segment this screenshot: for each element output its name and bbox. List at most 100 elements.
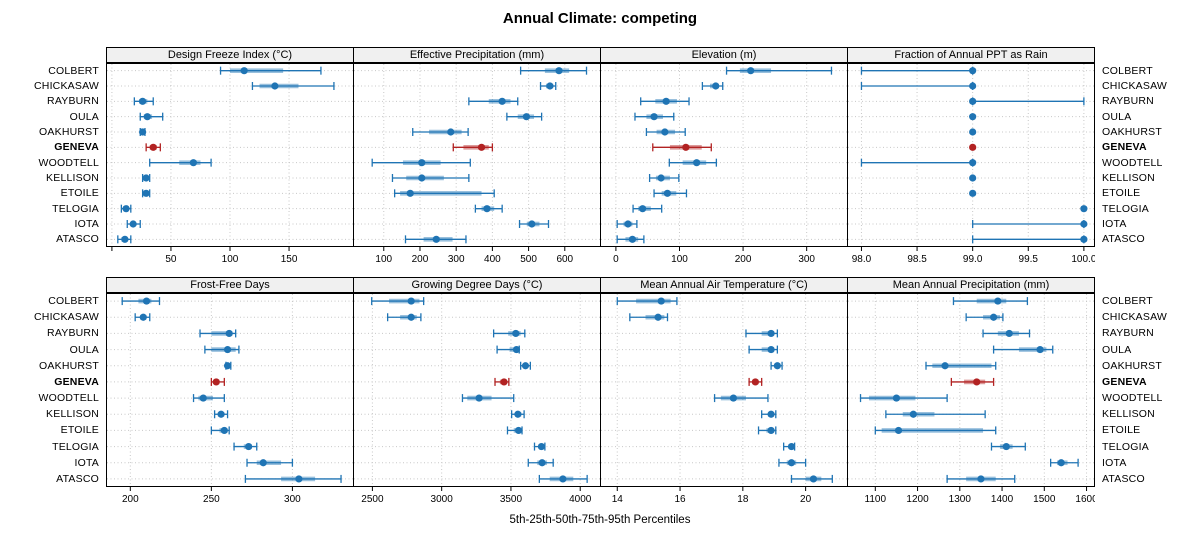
svg-text:1300: 1300 xyxy=(949,494,972,505)
svg-text:300: 300 xyxy=(284,494,301,505)
panel-plot: 2500 3000 3500 4000 xyxy=(353,293,601,505)
panel-strip-title: Design Freeze Index (°C) xyxy=(106,47,354,63)
site-label: ETOILE xyxy=(60,187,99,200)
site-label: KELLISON xyxy=(46,408,99,421)
svg-text:150: 150 xyxy=(281,254,298,265)
site-label: COLBERT xyxy=(1102,64,1153,77)
site-label: TELOGIA xyxy=(1102,202,1149,215)
site-label: KELLISON xyxy=(46,171,99,184)
site-label: COLBERT xyxy=(48,64,99,77)
panel-plot: 200 250 300 xyxy=(106,293,354,505)
svg-text:4000: 4000 xyxy=(569,494,592,505)
panel-frost-free-days: Frost-Free Days 200 250 300 xyxy=(106,277,354,509)
svg-text:18: 18 xyxy=(737,494,749,505)
panel-band-bottom: COLBERT CHICKASAW RAYBURN OULA OAKHURST GENEV… xyxy=(0,277,1200,509)
panel-strip-title: Mean Annual Air Temperature (°C) xyxy=(600,277,848,293)
panel-strip-title: Elevation (m) xyxy=(600,47,848,63)
panel-mean-annual-precipitation: Mean Annual Precipitation (mm) 1100 1200 1… xyxy=(847,277,1095,509)
panel-plot: 0 100 200 300 xyxy=(600,63,848,265)
svg-text:100: 100 xyxy=(671,254,688,265)
svg-text:400: 400 xyxy=(484,254,501,265)
site-label: IOTA xyxy=(74,217,99,230)
site-label: OULA xyxy=(69,110,99,123)
svg-text:200: 200 xyxy=(412,254,429,265)
svg-text:3500: 3500 xyxy=(500,494,523,505)
svg-text:99.5: 99.5 xyxy=(1019,254,1039,265)
site-label: OULA xyxy=(69,343,99,356)
site-label: ATASCO xyxy=(56,472,99,485)
site-label: TELOGIA xyxy=(52,202,99,215)
panel-plot: 14 16 18 20 xyxy=(600,293,848,505)
panel-strip-title: Growing Degree Days (°C) xyxy=(353,277,601,293)
chart-title: Annual Climate: competing xyxy=(502,10,698,27)
site-label: RAYBURN xyxy=(1102,327,1154,340)
site-label: TELOGIA xyxy=(1102,440,1149,453)
site-label: ATASCO xyxy=(1102,472,1145,485)
axis-caption: 5th-25th-50th-75th-95th Percentiles xyxy=(509,514,691,526)
svg-text:98.5: 98.5 xyxy=(907,254,927,265)
svg-text:200: 200 xyxy=(735,254,752,265)
svg-text:3000: 3000 xyxy=(431,494,454,505)
site-label: RAYBURN xyxy=(47,95,99,108)
svg-text:14: 14 xyxy=(612,494,624,505)
site-label: GENEVA xyxy=(1102,141,1147,154)
site-label: OAKHURST xyxy=(39,359,99,372)
panel-strip-title: Fraction of Annual PPT as Rain xyxy=(847,47,1095,63)
panel-plot: 1100 1200 1300 1400 1500 1600 xyxy=(847,293,1095,505)
site-label: OAKHURST xyxy=(1102,359,1162,372)
svg-text:100.0: 100.0 xyxy=(1071,254,1095,265)
svg-text:16: 16 xyxy=(674,494,686,505)
panel-fraction-ppt-rain: Fraction of Annual PPT as Rain 98.0 98.5 9… xyxy=(847,47,1095,269)
site-label: IOTA xyxy=(1102,217,1127,230)
panel-strip-title: Frost-Free Days xyxy=(106,277,354,293)
svg-text:99.0: 99.0 xyxy=(963,254,983,265)
site-label: WOODTELL xyxy=(1102,392,1163,405)
site-labels-right-top: COLBERT CHICKASAW RAYBURN OULA OAKHURST GENEV… xyxy=(1095,63,1200,247)
site-label: OULA xyxy=(1102,343,1132,356)
panel-growing-degree-days: Growing Degree Days (°C) 2500 3000 3500 400… xyxy=(353,277,601,509)
svg-text:1200: 1200 xyxy=(906,494,929,505)
site-label: CHICKASAW xyxy=(1102,79,1167,92)
site-label: IOTA xyxy=(74,456,99,469)
svg-text:300: 300 xyxy=(448,254,465,265)
svg-text:50: 50 xyxy=(165,254,177,265)
svg-text:100: 100 xyxy=(375,254,392,265)
site-label: WOODTELL xyxy=(38,392,99,405)
site-label: CHICKASAW xyxy=(34,79,99,92)
panel-mean-annual-air-temperature: Mean Annual Air Temperature (°C) 14 16 18 2… xyxy=(600,277,848,509)
panels-top: Design Freeze Index (°C) 50 100 150 Effect… xyxy=(106,47,1095,269)
svg-text:500: 500 xyxy=(520,254,537,265)
site-label: CHICKASAW xyxy=(34,311,99,324)
panel-strip-title: Mean Annual Precipitation (mm) xyxy=(847,277,1095,293)
panel-plot: 100 200 300 400 500 600 xyxy=(353,63,601,265)
panel-strip-title: Effective Precipitation (mm) xyxy=(353,47,601,63)
site-labels-left-bottom: COLBERT CHICKASAW RAYBURN OULA OAKHURST GENEV… xyxy=(0,293,106,487)
site-label: RAYBURN xyxy=(1102,95,1154,108)
svg-text:250: 250 xyxy=(203,494,220,505)
site-label: IOTA xyxy=(1102,456,1127,469)
site-label: GENEVA xyxy=(54,141,99,154)
site-labels-left-top: COLBERT CHICKASAW RAYBURN OULA OAKHURST GENEV… xyxy=(0,63,106,247)
svg-text:20: 20 xyxy=(800,494,812,505)
site-label: OAKHURST xyxy=(39,125,99,138)
site-label: ETOILE xyxy=(1102,424,1141,437)
site-label: RAYBURN xyxy=(47,327,99,340)
site-label: ATASCO xyxy=(1102,233,1145,246)
site-label: ETOILE xyxy=(60,424,99,437)
site-label: GENEVA xyxy=(1102,375,1147,388)
panel-plot: 50 100 150 xyxy=(106,63,354,265)
svg-text:100: 100 xyxy=(222,254,239,265)
panel-effective-precipitation: Effective Precipitation (mm) 100 200 300 40… xyxy=(353,47,601,269)
site-label: COLBERT xyxy=(48,295,99,308)
panel-design-freeze-index: Design Freeze Index (°C) 50 100 150 xyxy=(106,47,354,269)
panel-band-top: COLBERT CHICKASAW RAYBURN OULA OAKHURST GENEV… xyxy=(0,47,1200,269)
site-label: WOODTELL xyxy=(38,156,99,169)
site-labels-right-bottom: COLBERT CHICKASAW RAYBURN OULA OAKHURST GENEV… xyxy=(1095,293,1200,487)
svg-text:600: 600 xyxy=(556,254,573,265)
site-label: ATASCO xyxy=(56,233,99,246)
svg-text:200: 200 xyxy=(122,494,139,505)
panel-elevation: Elevation (m) 0 100 200 300 xyxy=(600,47,848,269)
site-label: KELLISON xyxy=(1102,171,1155,184)
svg-text:2500: 2500 xyxy=(361,494,384,505)
